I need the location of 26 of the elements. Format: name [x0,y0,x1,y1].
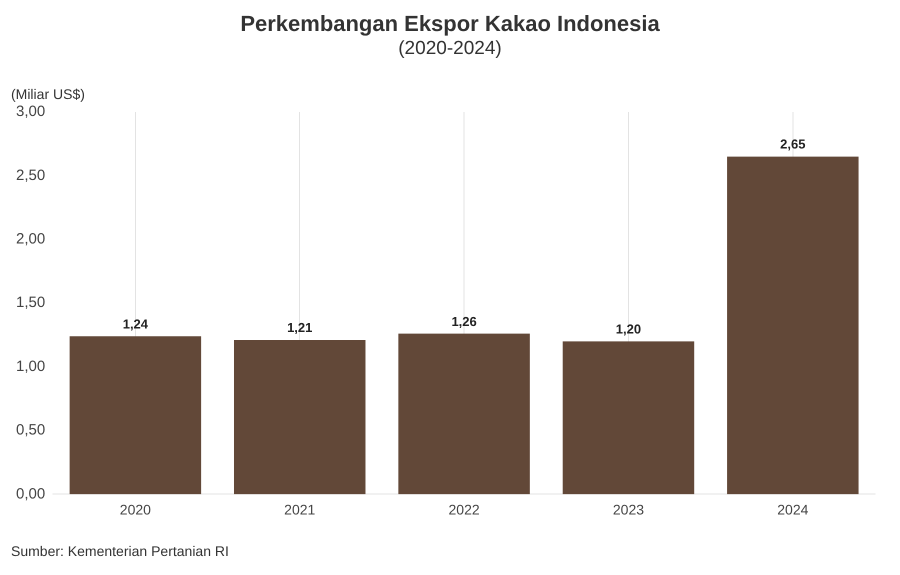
bar [562,341,694,494]
y-tick-label: 1,50 [16,294,46,312]
chart-subtitle: (2020-2024) [398,38,502,60]
x-tick-label: 2023 [612,501,644,518]
y-tick-label: 0,00 [16,485,46,502]
y-tick-label: 2,00 [16,230,46,248]
x-tick-label: 2024 [777,501,809,518]
y-tick-label: 0,50 [16,422,46,439]
text: Sumber: Kementerian Pertanian RI [11,542,229,559]
x-tick-label: 2020 [120,501,152,518]
data-label: 2,65 [780,136,806,152]
y-tick-label: 3,00 [16,103,46,120]
x-tick-label: 2022 [448,501,480,518]
data-label: 1,20 [616,321,642,336]
y-axis-title: (Miliar US$) [11,86,85,102]
bar [234,340,366,494]
data-label: 1,21 [287,320,312,336]
bar [70,336,202,494]
x-tick-label: 2021 [284,501,316,518]
bar [398,334,530,494]
bar [727,156,859,494]
chart-title: Perkembangan Ekspor Kakao Indonesia [240,11,660,36]
data-label: 1,26 [451,314,477,329]
y-tick-label: 2,50 [16,166,46,184]
y-tick-label: 1,00 [16,358,46,375]
data-label: 1,24 [122,316,149,332]
